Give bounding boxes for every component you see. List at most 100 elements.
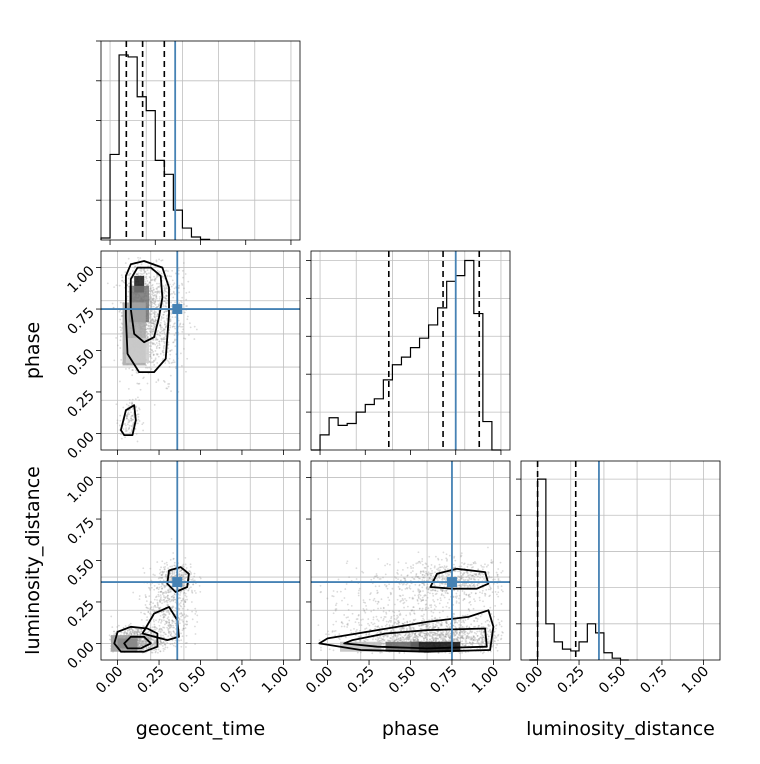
sample-point	[478, 639, 480, 641]
sample-point	[439, 603, 441, 605]
sample-point	[165, 591, 167, 593]
sample-point	[185, 646, 187, 648]
sample-point	[167, 567, 169, 569]
sample-point	[478, 579, 480, 581]
sample-point	[174, 328, 176, 330]
sample-point	[167, 635, 169, 637]
sample-point	[486, 566, 488, 568]
sample-point	[169, 598, 171, 600]
sample-point	[147, 367, 149, 369]
sample-point	[153, 353, 155, 355]
sample-point	[454, 560, 456, 562]
sample-point	[375, 638, 377, 640]
sample-point	[131, 631, 133, 633]
sample-point	[170, 375, 172, 377]
sample-point	[156, 561, 158, 563]
sample-point	[165, 585, 167, 587]
sample-point	[132, 281, 134, 283]
sample-point	[190, 586, 192, 588]
sample-point	[119, 415, 121, 417]
sample-point	[427, 583, 429, 585]
scatter-geocent_time-vs-luminosity_distance-xtick-label: 0.50	[176, 664, 209, 697]
sample-point	[468, 594, 470, 596]
sample-point	[392, 611, 394, 613]
sample-point	[172, 558, 174, 560]
sample-point	[464, 580, 466, 582]
sample-point	[169, 354, 171, 356]
sample-point	[148, 587, 150, 589]
sample-point	[151, 279, 153, 281]
sample-point	[163, 642, 165, 644]
sample-point	[432, 589, 434, 591]
sample-point	[156, 587, 158, 589]
sample-point	[180, 639, 182, 641]
sample-point	[430, 632, 432, 634]
sample-point	[443, 567, 445, 569]
sample-point	[430, 574, 432, 576]
sample-point	[403, 652, 405, 654]
sample-point	[458, 620, 460, 622]
sample-point	[183, 288, 185, 290]
sample-point	[196, 621, 198, 623]
sample-point	[158, 595, 160, 597]
sample-point	[355, 621, 357, 623]
sample-point	[419, 578, 421, 580]
sample-point	[474, 600, 476, 602]
sample-point	[163, 285, 165, 287]
sample-point	[428, 556, 430, 558]
sample-point	[140, 389, 142, 391]
sample-point	[446, 626, 448, 628]
sample-point	[437, 634, 439, 636]
sample-point	[124, 436, 126, 438]
sample-point	[489, 585, 491, 587]
scatter-geocent_time-vs-luminosity_distance-panel-bg	[101, 461, 300, 660]
sample-point	[175, 646, 177, 648]
sample-point	[434, 571, 436, 573]
sample-point	[163, 650, 165, 652]
sample-point	[160, 322, 162, 324]
sample-point	[139, 420, 141, 422]
sample-point	[124, 271, 126, 273]
sample-point	[404, 588, 406, 590]
sample-point	[501, 620, 503, 622]
sample-point	[174, 622, 176, 624]
sample-point	[135, 398, 137, 400]
sample-point	[128, 258, 130, 260]
sample-point	[172, 279, 174, 281]
sample-point	[164, 305, 166, 307]
scatter-geocent_time-vs-luminosity_distance-ytick-label: 1.00	[64, 473, 97, 506]
sample-point	[153, 328, 155, 330]
sample-point	[497, 568, 499, 570]
sample-point	[382, 638, 384, 640]
sample-point	[158, 583, 160, 585]
sample-point	[173, 645, 175, 647]
sample-point	[186, 635, 188, 637]
sample-point	[156, 362, 158, 364]
sample-point	[442, 610, 444, 612]
sample-point	[128, 368, 130, 370]
sample-point	[124, 631, 126, 633]
sample-point	[128, 412, 130, 414]
sample-point	[128, 275, 130, 277]
sample-point	[425, 563, 427, 565]
sample-point	[153, 606, 155, 608]
sample-point	[403, 618, 405, 620]
sample-point	[473, 585, 475, 587]
sample-point	[487, 620, 489, 622]
sample-point	[414, 613, 416, 615]
sample-point	[490, 613, 492, 615]
sample-point	[131, 426, 133, 428]
sample-point	[149, 367, 151, 369]
sample-point	[365, 639, 367, 641]
sample-point	[159, 300, 161, 302]
sample-point	[166, 275, 168, 277]
sample-point	[383, 607, 385, 609]
sample-point	[460, 572, 462, 574]
sample-point	[474, 632, 476, 634]
sample-point	[182, 270, 184, 272]
sample-point	[460, 578, 462, 580]
sample-point	[471, 567, 473, 569]
sample-point	[444, 597, 446, 599]
sample-point	[410, 628, 412, 630]
sample-point	[430, 573, 432, 575]
